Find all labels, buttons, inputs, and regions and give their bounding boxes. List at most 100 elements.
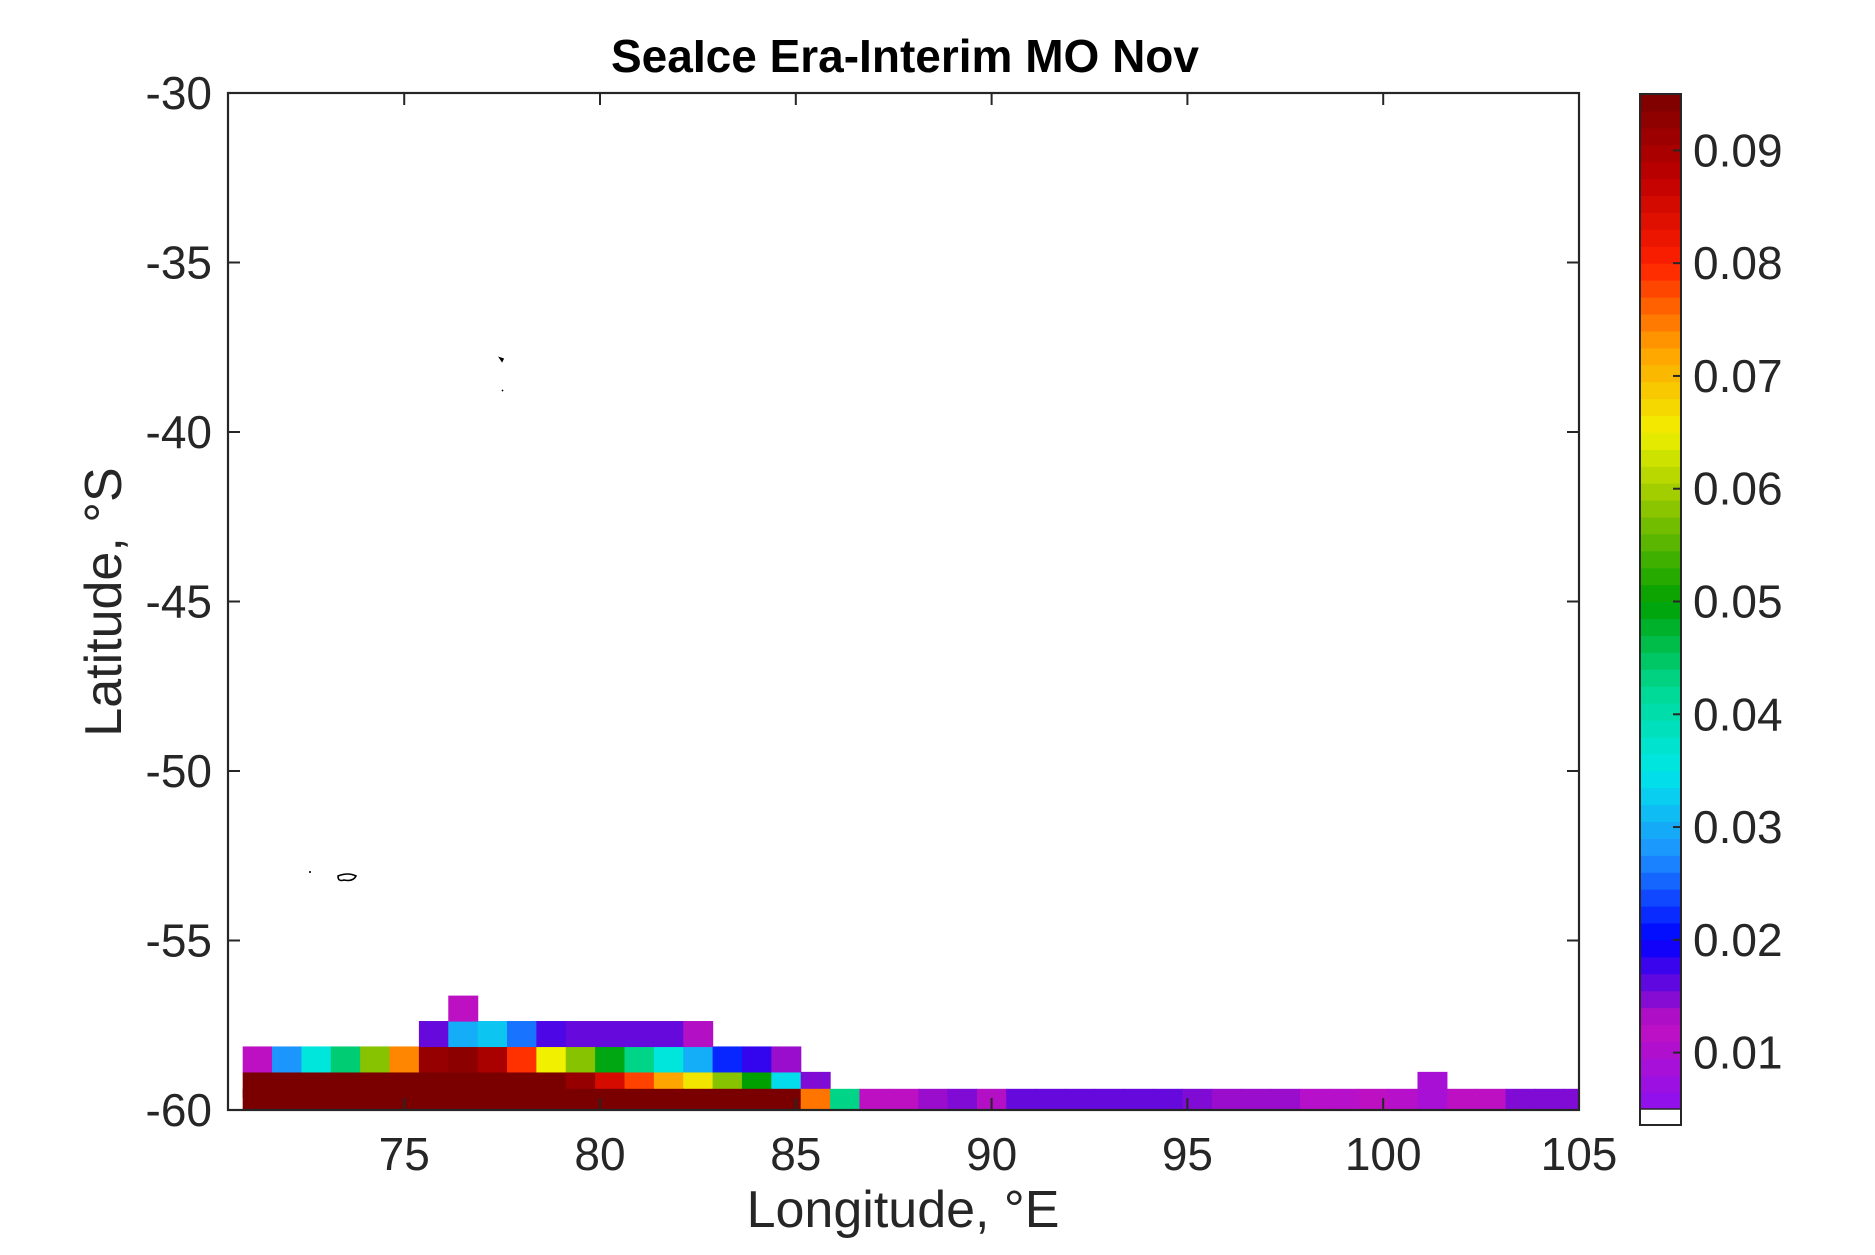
colorbar: 0.01 0.02 0.03 0.04 0.05 0.06 0.07 0.08 0.09	[1639, 93, 1783, 1126]
y-tick-label: -35	[146, 237, 212, 289]
heatmap-cell	[1329, 1088, 1360, 1111]
x-axis-label: Longitude, °E	[747, 1181, 1060, 1239]
heatmap-cell	[1388, 1088, 1419, 1111]
heatmap-cell	[448, 1088, 479, 1111]
heatmap-cell	[565, 1088, 596, 1111]
colorbar-band	[1640, 415, 1681, 433]
heatmap-cell	[683, 1046, 714, 1073]
colorbar-band	[1640, 381, 1681, 400]
colorbar-band	[1640, 635, 1681, 653]
colorbar-band	[1640, 516, 1681, 535]
colorbar-band	[1640, 144, 1681, 163]
colorbar-band	[1640, 990, 1681, 1009]
y-tick-label: -60	[146, 1084, 212, 1136]
heatmap-cell	[242, 1088, 273, 1111]
colorbar-band	[1640, 855, 1681, 873]
heatmap-cell	[1505, 1088, 1536, 1111]
heatmap-cell	[360, 1088, 391, 1111]
y-tick-label: -45	[146, 576, 212, 628]
colorbar-band	[1640, 1092, 1681, 1110]
colorbar-band	[1640, 1007, 1681, 1026]
x-tick-label: 100	[1345, 1128, 1422, 1180]
heatmap-cell	[1476, 1088, 1507, 1111]
heatmap-cell	[683, 1021, 714, 1048]
heatmap-cell	[1211, 1088, 1242, 1111]
heatmap-cell	[477, 1046, 508, 1073]
colorbar-tick-label: 0.08	[1693, 237, 1783, 289]
heatmap-cell	[830, 1088, 861, 1111]
heatmap-cell	[595, 1046, 626, 1073]
heatmap-cell	[565, 1021, 596, 1048]
y-axis-label: Latitude, °S	[75, 467, 133, 736]
y-axis: -30 -35 -40 -45 -50 -55 -60	[146, 67, 1579, 1136]
heatmap-cell	[741, 1088, 772, 1111]
colorbar-band	[1640, 736, 1681, 755]
heatmap-cell	[1153, 1088, 1184, 1111]
heatmap-cell	[448, 1046, 479, 1073]
x-tick-label: 95	[1162, 1128, 1213, 1180]
heatmap-cell	[653, 1046, 684, 1073]
heatmap-cell	[477, 1021, 508, 1048]
colorbar-band	[1640, 94, 1681, 112]
heatmap-cell	[301, 1088, 332, 1111]
colorbar-band	[1640, 703, 1681, 721]
colorbar-band	[1640, 533, 1681, 552]
colorbar-band	[1640, 753, 1681, 772]
colorbar-band	[1640, 466, 1681, 484]
x-tick-label: 90	[966, 1128, 1017, 1180]
heatmap-cell	[507, 1088, 537, 1111]
colorbar-band	[1640, 313, 1681, 332]
heatmap-cell	[712, 1046, 743, 1073]
heatmap-cell	[624, 1046, 655, 1073]
x-tick-label: 85	[770, 1128, 821, 1180]
heatmap-cell	[389, 1046, 420, 1073]
colorbar-band	[1640, 889, 1681, 907]
colorbar-band	[1640, 432, 1681, 450]
heatmap-cell	[595, 1021, 626, 1048]
heatmap-cell	[565, 1046, 596, 1073]
y-tick-label: -55	[146, 915, 212, 967]
heatmap-cell	[800, 1088, 831, 1111]
colorbar-tick-label: 0.02	[1693, 914, 1783, 966]
heatmap-cell	[536, 1046, 567, 1073]
heatmap-cell	[507, 1021, 537, 1048]
x-tick-label: 105	[1541, 1128, 1618, 1180]
colorbar-band	[1640, 1024, 1681, 1042]
colorbar-band	[1640, 1041, 1681, 1059]
colorbar-tick-label: 0.09	[1693, 124, 1783, 176]
heatmap-cell	[477, 1088, 508, 1111]
heatmap-cell	[448, 995, 479, 1022]
y-tick-label: -50	[146, 745, 212, 797]
heatmap-cell	[448, 1021, 479, 1048]
heatmap-cell	[1241, 1088, 1272, 1111]
heatmap-cell	[947, 1088, 978, 1111]
heatmap-cell	[1006, 1088, 1037, 1111]
colorbar-band	[1640, 398, 1681, 417]
heatmap-cell	[272, 1046, 303, 1073]
heatmap-cell	[1417, 1071, 1448, 1098]
heatmap-cell	[1446, 1088, 1477, 1111]
heatmap-cell	[360, 1046, 391, 1073]
heatmap-cell	[272, 1088, 303, 1111]
colorbar-band	[1640, 686, 1681, 704]
y-tick-label: -30	[146, 67, 212, 119]
colorbar-band	[1640, 280, 1681, 298]
colorbar-band	[1640, 804, 1681, 823]
colorbar-band	[1640, 652, 1681, 670]
colorbar-tick-label: 0.01	[1693, 1027, 1783, 1079]
heatmap-cell	[918, 1088, 949, 1111]
colorbar-band	[1640, 770, 1681, 789]
heatmap-cell	[1065, 1088, 1096, 1111]
heatmap-cell	[683, 1088, 714, 1111]
heatmap-cell	[1094, 1088, 1125, 1111]
island-outline	[501, 389, 504, 392]
heatmap-cell	[859, 1088, 890, 1111]
colorbar-band	[1640, 550, 1681, 569]
colorbar-band	[1640, 263, 1681, 281]
heatmap-cell	[712, 1088, 743, 1111]
heatmap-cell	[418, 1088, 449, 1111]
heatmap-cell	[1534, 1088, 1565, 1111]
colorbar-tick-label: 0.03	[1693, 801, 1783, 853]
